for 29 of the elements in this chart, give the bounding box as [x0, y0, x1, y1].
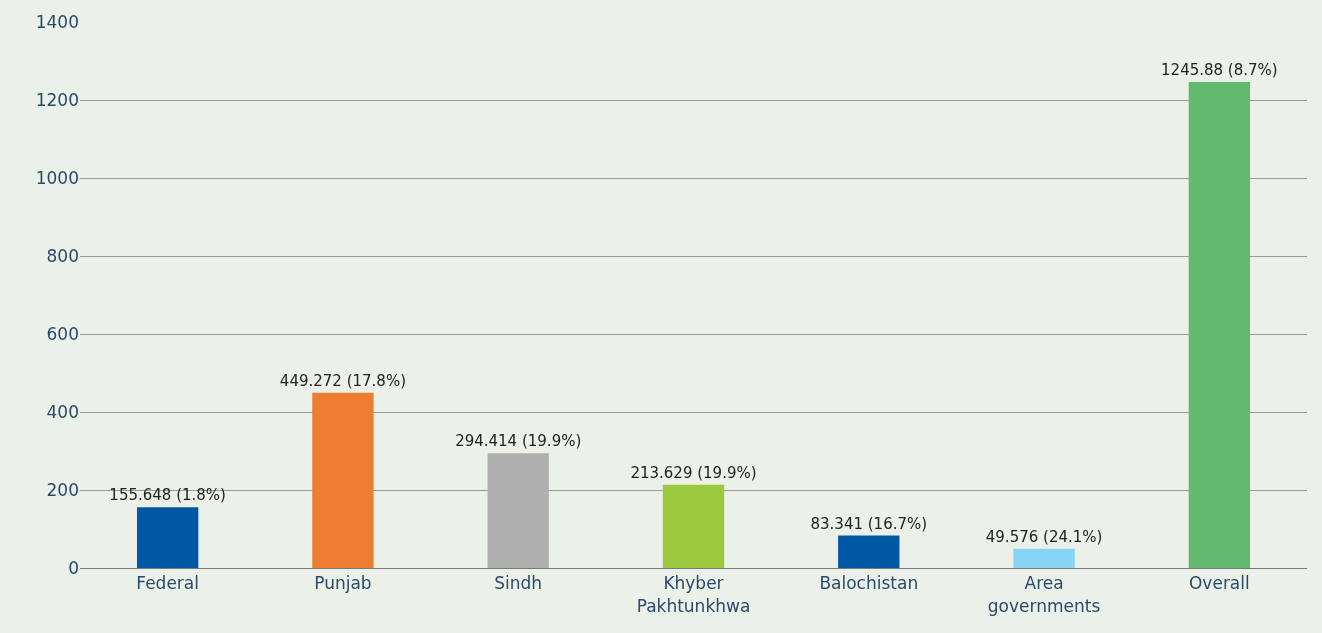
data-label: 155.648 (1.8%): [109, 486, 226, 505]
bar: [312, 392, 374, 568]
bar: [1013, 548, 1075, 568]
bar: [838, 535, 900, 568]
x-tick-label: Punjab: [314, 573, 372, 594]
x-tick-label: Overall: [1188, 573, 1250, 594]
data-label: 213.629 (19.9%): [630, 463, 757, 482]
y-tick-label: 0: [68, 557, 79, 578]
y-tick-label: 1200: [35, 89, 79, 110]
x-tick-label: Balochistan: [819, 573, 919, 594]
bar: [662, 484, 725, 568]
y-tick-label: 1400: [35, 11, 79, 32]
data-label: 449.272 (17.8%): [279, 371, 406, 390]
x-tick-label: Federal: [136, 573, 199, 594]
y-tick-label: 1000: [35, 167, 79, 188]
bar: [136, 507, 199, 568]
x-tick-label: Sindh: [494, 573, 543, 594]
y-tick-label: 400: [46, 401, 79, 422]
y-tick-label: 200: [46, 479, 79, 500]
x-tick-label: Khyber Pakhtunkhwa: [636, 573, 751, 616]
bar: [487, 453, 549, 568]
y-tick-label: 800: [46, 245, 79, 266]
data-label: 294.414 (19.9%): [455, 432, 582, 451]
data-label: 83.341 (16.7%): [810, 514, 928, 533]
y-tick-label: 600: [46, 323, 79, 344]
x-tick-label: Area governments: [987, 573, 1101, 616]
data-label: 49.576 (24.1%): [985, 527, 1103, 546]
bar: [1188, 82, 1251, 568]
data-label: 1245.88 (8.7%): [1161, 61, 1278, 80]
